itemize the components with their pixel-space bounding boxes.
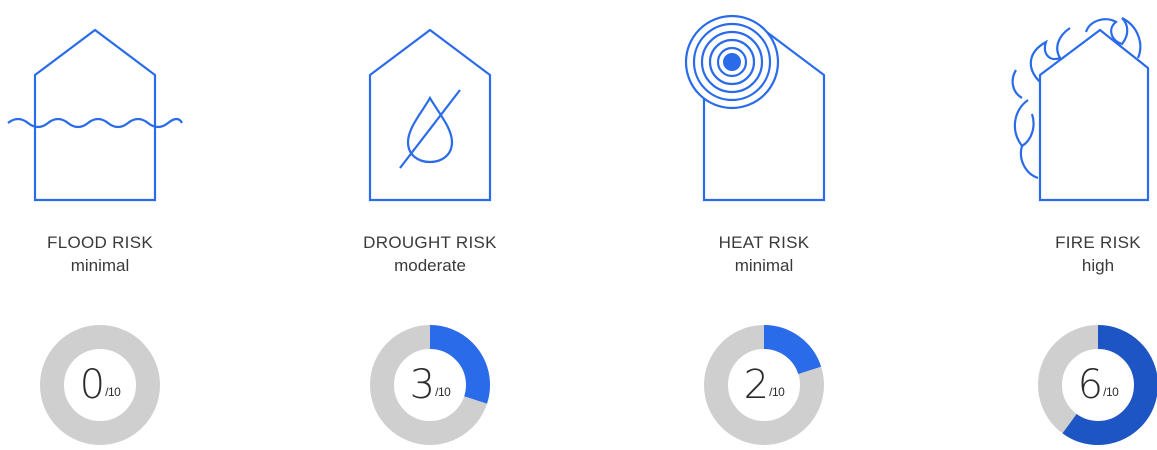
risk-level: minimal	[70, 256, 130, 275]
score-denominator: /10	[105, 385, 121, 399]
risk-gauge	[1038, 325, 1157, 445]
score-value: 0	[79, 362, 106, 408]
gauge-track	[40, 325, 160, 445]
risk-score: 3 /10	[370, 325, 490, 445]
risk-title: FIRE RISK	[1055, 233, 1141, 252]
score-value: 3	[409, 362, 436, 408]
score-denominator: /10	[1103, 385, 1119, 399]
house-flood-icon	[0, 10, 200, 210]
risk-level: high	[1081, 256, 1115, 275]
house-heat-icon	[664, 10, 864, 210]
fire-risk-card: FIRE RISK high 6 /10	[998, 0, 1157, 449]
score-value: 6	[1077, 362, 1104, 408]
house-drought-icon	[330, 10, 530, 210]
risk-title: FLOOD RISK	[47, 233, 153, 252]
drought-risk-card: DROUGHT RISK moderate 3 /10	[330, 0, 530, 449]
risk-level: minimal	[734, 256, 794, 275]
risk-score: 6 /10	[1038, 325, 1157, 445]
score-denominator: /10	[435, 385, 451, 399]
risk-title: HEAT RISK	[718, 233, 810, 252]
flood-risk-card: FLOOD RISK minimal 0 /10	[0, 0, 200, 449]
house-fire-icon	[998, 10, 1157, 210]
risk-title: DROUGHT RISK	[363, 233, 497, 252]
risk-gauge	[40, 325, 160, 445]
gauge-fill	[1038, 325, 1157, 445]
risk-level: moderate	[394, 256, 466, 275]
gauge-fill	[370, 325, 490, 445]
heat-risk-card: HEAT RISK minimal 2 /10	[664, 0, 864, 449]
score-denominator: /10	[769, 385, 785, 399]
risk-gauge	[704, 325, 824, 445]
score-value: 2	[743, 362, 770, 408]
gauge-fill	[704, 325, 824, 445]
risk-gauge	[370, 325, 490, 445]
risk-score: 2 /10	[704, 325, 824, 445]
risk-score: 0 /10	[40, 325, 160, 445]
